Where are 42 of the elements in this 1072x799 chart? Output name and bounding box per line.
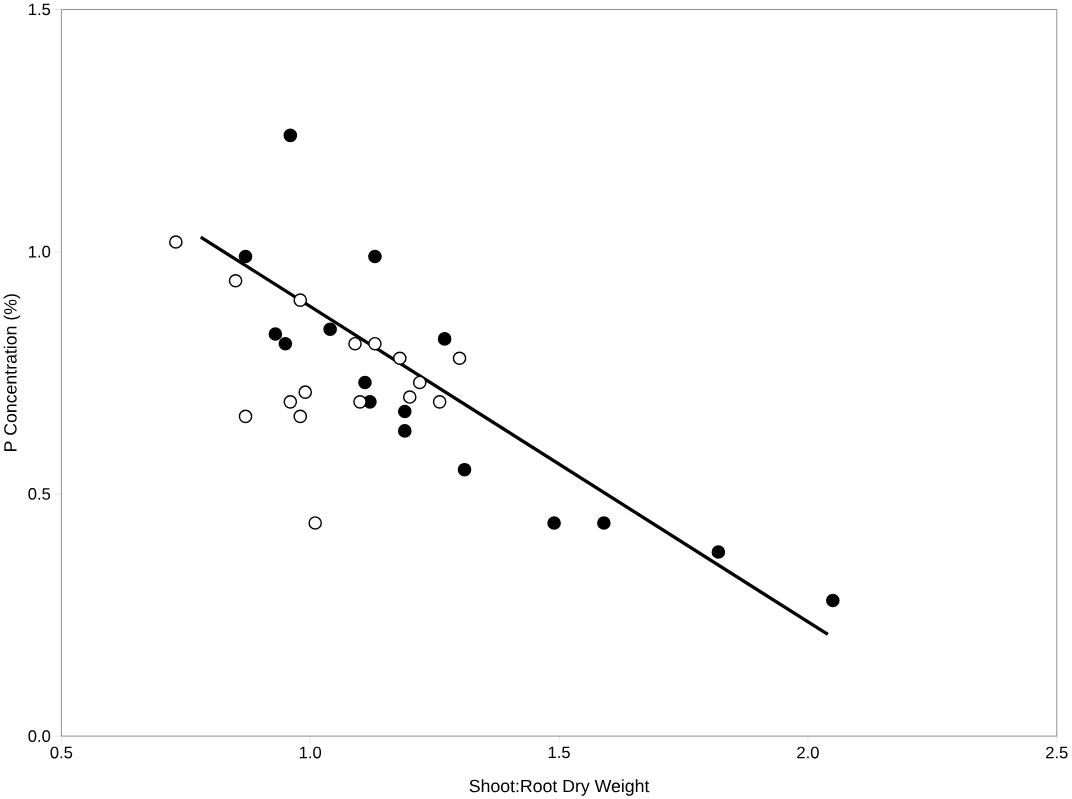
y-tick-label: 1.5 xyxy=(29,3,51,16)
point xyxy=(711,545,726,559)
point xyxy=(547,515,561,530)
point xyxy=(308,515,323,530)
point xyxy=(169,234,183,249)
point xyxy=(278,336,293,351)
point xyxy=(293,409,308,423)
point xyxy=(437,331,452,346)
point xyxy=(402,389,417,404)
point xyxy=(228,273,243,288)
point xyxy=(293,293,308,307)
point xyxy=(393,351,407,365)
point xyxy=(283,394,298,409)
point xyxy=(268,327,283,341)
x-tick-label: 1.5 xyxy=(548,746,570,759)
point xyxy=(597,515,611,530)
x-tick-label: 1.0 xyxy=(299,746,322,759)
point xyxy=(323,322,337,336)
x-axis-title: Shoot:Root Dry Weight xyxy=(469,779,650,796)
point xyxy=(283,128,298,142)
y-tick-label: 0.0 xyxy=(28,730,51,742)
y-tick-label: 1.0 xyxy=(29,245,51,258)
y-axis-title: P Concentration (%) xyxy=(3,294,21,451)
x-tick-label: 0.5 xyxy=(50,746,73,759)
point xyxy=(397,423,412,438)
point xyxy=(412,375,427,390)
point xyxy=(826,593,840,608)
x-tick-label: 2.0 xyxy=(797,746,819,759)
point xyxy=(298,385,313,399)
point xyxy=(238,249,253,264)
x-tick-label: 2.5 xyxy=(1046,746,1068,759)
point xyxy=(368,249,382,264)
y-tick-label: 0.5 xyxy=(28,487,51,500)
point xyxy=(348,336,362,351)
point xyxy=(368,336,382,351)
point xyxy=(397,404,412,419)
point xyxy=(452,351,467,365)
point xyxy=(353,394,367,409)
point xyxy=(238,409,253,423)
point xyxy=(457,462,472,477)
point xyxy=(358,375,372,390)
point xyxy=(432,394,447,409)
